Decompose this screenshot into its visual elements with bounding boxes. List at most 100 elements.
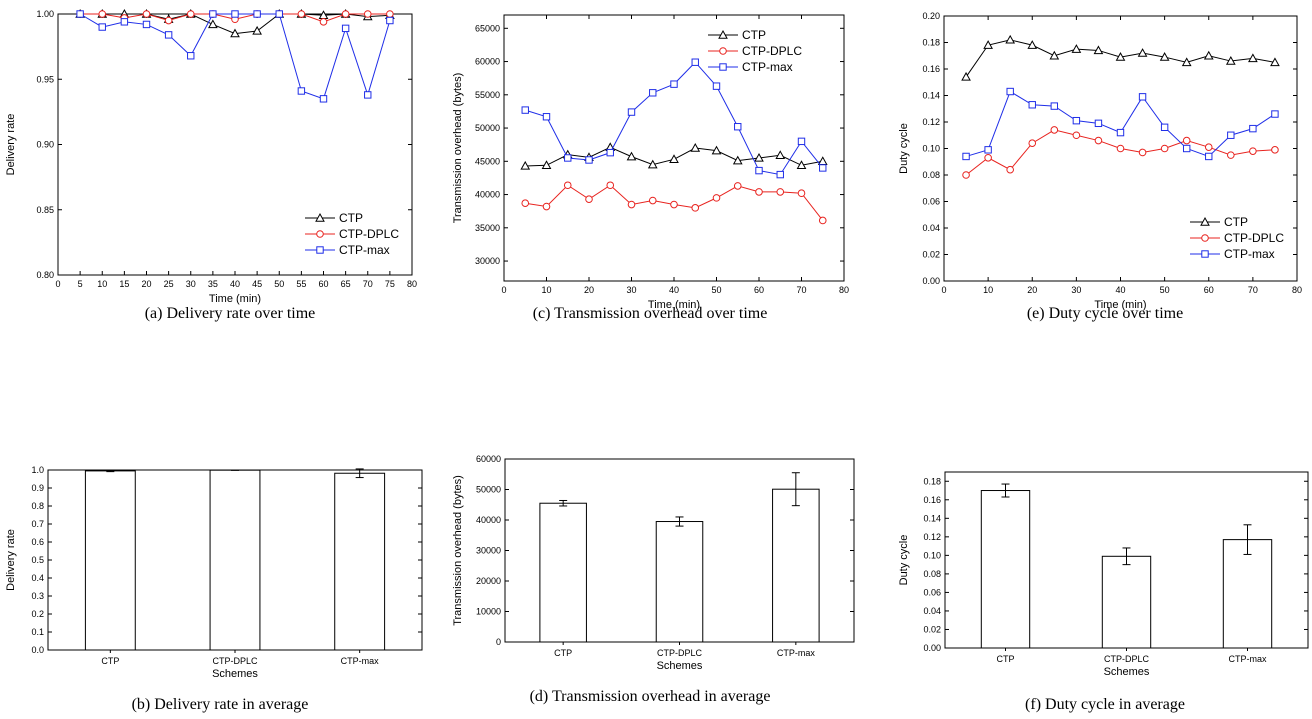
data-point-ctp-max (209, 10, 217, 18)
chart-panel-duty-cycle-in-average: 0.00 0.02 0.04 0.06 0.08 0.10 0.12 0.14 0.16 0.18… (890, 450, 1310, 719)
data-point-ctp-dplc (1072, 131, 1081, 140)
data-point-ctp (230, 28, 240, 38)
chart-transmission-overhead-over-time: 0 10 20 30 40 50 60 70 80 30000 35000 40000 45000 500… (452, 14, 849, 311)
data-point-ctp-max (297, 87, 306, 95)
chart-panel-transmission-overhead-in-average: 0 10000 20000 30000 40000 50000 60000 CTP CTP-DP… (440, 450, 860, 719)
data-point-ctp-max (984, 146, 992, 154)
x-tick-label: CTP-DPLC (212, 656, 258, 666)
y-tick-label: 30000 (476, 546, 501, 556)
data-point-ctp-dplc (606, 181, 615, 190)
data-point-ctp-max (275, 10, 283, 18)
data-point-ctp-dplc (818, 216, 827, 225)
y-tick-label: 0.95 (36, 74, 54, 84)
y-tick-label: 0.02 (922, 250, 940, 260)
x-tick-label: 30 (186, 279, 196, 289)
data-point-ctp-dplc (797, 189, 806, 198)
data-point-ctp-dplc (1138, 148, 1147, 157)
data-point-ctp-dplc (962, 171, 970, 179)
y-tick-label: 0.12 (922, 117, 940, 127)
y-tick-label: 0.9 (31, 483, 44, 493)
y-tick-label: 0.10 (923, 550, 941, 560)
y-tick-label: 0.14 (922, 91, 940, 101)
data-point-ctp-dplc (1116, 144, 1125, 153)
data-point-ctp-dplc (691, 204, 700, 212)
data-point-ctp-max (120, 18, 129, 26)
legend-marker-ctp-max (316, 246, 324, 254)
x-tick-label: 30 (1071, 285, 1081, 295)
data-point-ctp-max (98, 23, 106, 31)
data-point-ctp-dplc (1050, 126, 1059, 134)
x-tick-label: 50 (1160, 285, 1170, 295)
x-axis-label: Time (min) (648, 299, 700, 311)
x-tick-label: CTP (101, 656, 119, 666)
data-point-ctp-max (319, 95, 328, 103)
y-tick-label: 0.6 (31, 537, 44, 547)
bar-ctp-dplc (209, 469, 261, 651)
x-tick-label: 70 (363, 279, 373, 289)
data-point-ctp (1181, 57, 1192, 67)
data-point-ctp (1071, 44, 1082, 53)
data-point-ctp-dplc (542, 202, 551, 211)
data-point-ctp (669, 154, 679, 164)
y-tick-label: 65000 (475, 23, 500, 33)
x-tick-label: 55 (296, 279, 306, 289)
bar-ctp-max (772, 488, 820, 643)
legend-marker-ctp (718, 29, 728, 39)
y-tick-label: 0.8 (31, 501, 44, 511)
bar-ctp (84, 470, 136, 651)
x-tick-label: 80 (407, 279, 417, 289)
data-point-ctp (1203, 50, 1214, 60)
legend-marker-ctp-max (719, 63, 727, 71)
data-point-ctp-max (755, 166, 763, 175)
data-point-ctp-dplc (98, 10, 107, 18)
x-tick-label: 20 (141, 279, 151, 289)
legend-label-ctp-max: CTP-max (742, 60, 793, 74)
y-tick-label: 40000 (475, 190, 500, 200)
data-point-ctp-max (341, 24, 350, 33)
chart-caption: (e) Duty cycle over time (1026, 305, 1184, 322)
y-tick-label: 0.18 (923, 476, 941, 486)
data-point-ctp-max (521, 106, 529, 114)
x-tick-label: 75 (385, 279, 395, 289)
data-point-ctp (690, 142, 701, 152)
x-tick-label: 10 (983, 285, 993, 295)
data-point-ctp-dplc (776, 188, 785, 196)
chart-delivery-rate-over-time: 0 5 10 15 20 25 30 35 40 45 50 55 60 65 70 75 80 0.80 0.85… (5, 8, 417, 305)
x-tick-label: CTP (997, 654, 1015, 664)
chart-caption: (c) Transmission overhead over time (532, 305, 768, 322)
legend-marker-ctp-max (1201, 250, 1209, 258)
data-point-ctp-dplc (1006, 165, 1014, 174)
x-tick-label: CTP (554, 648, 572, 658)
x-tick-label: 25 (164, 279, 174, 289)
x-tick-label: 70 (796, 285, 806, 295)
y-axis-label: Duty cycle (898, 535, 910, 586)
x-tick-label: CTP-max (1229, 654, 1267, 664)
y-tick-label: 30000 (475, 256, 500, 266)
data-point-ctp (1137, 48, 1148, 57)
data-point-ctp-dplc (755, 188, 763, 196)
data-point-ctp (796, 160, 807, 169)
x-tick-label: 40 (1115, 285, 1125, 295)
x-tick-label: 60 (1204, 285, 1214, 295)
data-point-ctp-max (1006, 87, 1014, 96)
data-point-ctp (647, 159, 658, 169)
chart-caption: (a) Delivery rate over time (144, 305, 316, 322)
y-tick-label: 0.85 (36, 205, 54, 215)
y-tick-label: 40000 (476, 515, 501, 525)
data-point-ctp-dplc (319, 18, 328, 26)
chart-caption: (f) Duty cycle in average (1025, 696, 1185, 713)
x-tick-label: 15 (119, 279, 129, 289)
x-tick-label: 70 (1248, 285, 1258, 295)
y-tick-label: 20000 (476, 576, 501, 586)
data-point-ctp-dplc (386, 10, 394, 18)
chart-duty-cycle-in-average: 0.00 0.02 0.04 0.06 0.08 0.10 0.12 0.14 0.16 0.18… (898, 471, 1309, 678)
data-point-ctp-dplc (142, 10, 151, 18)
data-point-ctp-max (627, 108, 636, 116)
chart-duty-cycle-over-time: 0 10 20 30 40 50 60 70 80 0.00 0.02 0.04 0.06 0.08 0.1… (898, 11, 1302, 311)
chart-panel-delivery-rate-in-average: 0.0 0.1 0.2 0.3 0.4 0.5 0.6 0.7 0.8 0.9 1.0 CTP CTP-… (0, 450, 423, 719)
legend-label-ctp-dplc: CTP-DPLC (1224, 231, 1284, 245)
y-tick-label: 0.04 (922, 223, 940, 233)
data-point-ctp-max (164, 31, 173, 39)
data-point-ctp-dplc (186, 10, 195, 18)
y-tick-label: 0.18 (922, 38, 940, 48)
